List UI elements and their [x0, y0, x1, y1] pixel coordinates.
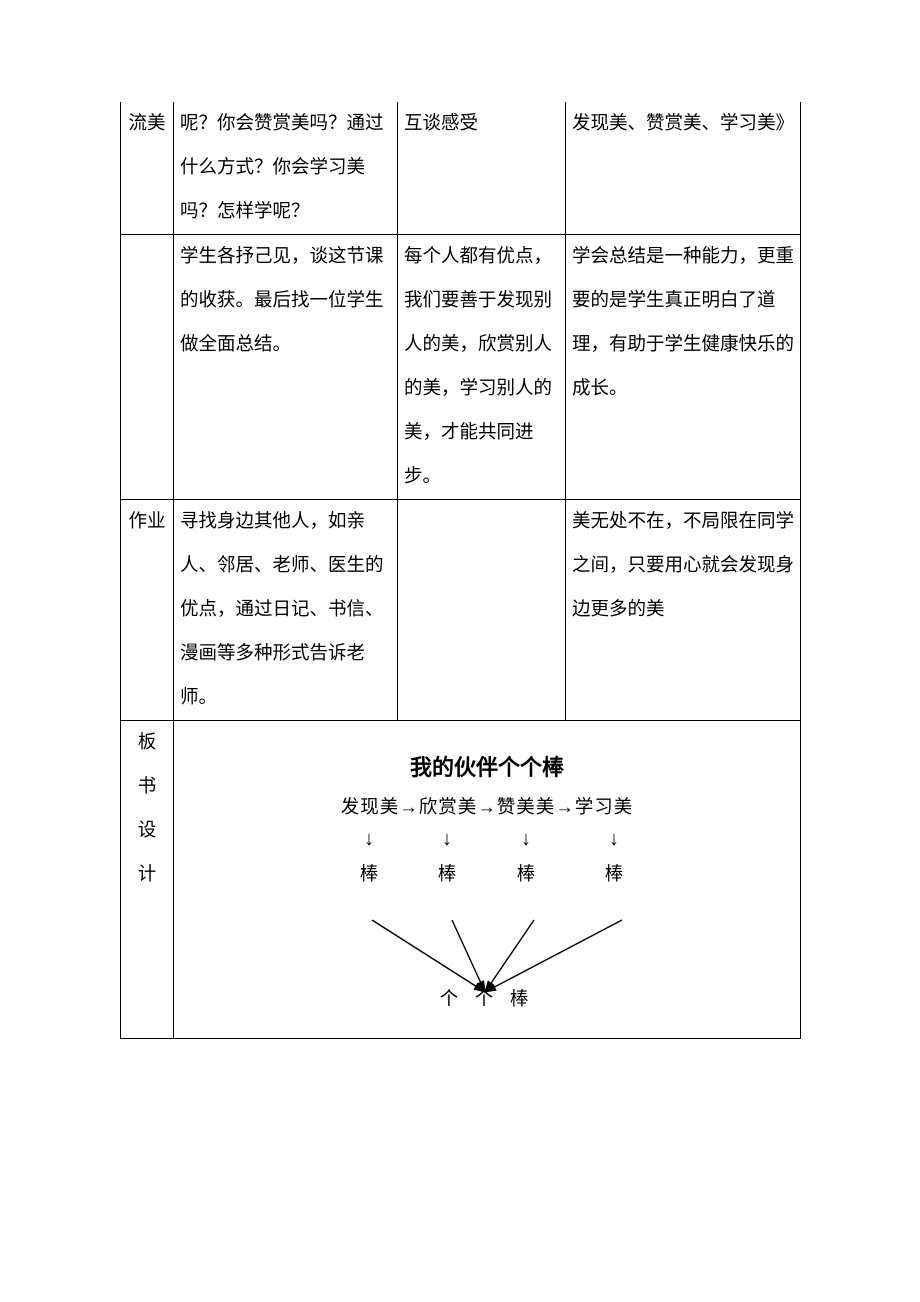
- cell-intent: 发现美、赞赏美、学习美》: [566, 102, 801, 235]
- board-flow: 发现美→欣赏美→赞美美→学习美: [174, 799, 800, 818]
- table-row-board: 板书设计 我的伙伴个个棒 发现美→欣赏美→赞美美→学习美 ↓棒 ↓棒 ↓棒 ↓棒 个 …: [121, 721, 801, 1039]
- cell-activity: 寻找身边其他人，如亲人、邻居、老师、医生的优点，通过日记、书信、漫画等多种形式告…: [174, 500, 398, 721]
- row-label: [121, 235, 174, 500]
- cell-activity: 学生各抒己见，谈这节课的收获。最后找一位学生做全面总结。: [174, 235, 398, 500]
- cell-intent: 美无处不在，不局限在同学之间，只要用心就会发现身边更多的美: [566, 500, 801, 721]
- lesson-plan-table: 流美 呢？你会赞赏美吗？通过什么方式？你会学习美吗？怎样学呢？ 互谈感受 发现美…: [120, 102, 801, 1039]
- table-row: 流美 呢？你会赞赏美吗？通过什么方式？你会学习美吗？怎样学呢？ 互谈感受 发现美…: [121, 102, 801, 235]
- cell-student: 每个人都有优点，我们要善于发现别人的美，欣赏别人的美，学习别人的美，才能共同进步…: [398, 235, 566, 500]
- bang-item: ↓棒: [506, 828, 546, 886]
- cell-activity: 呢？你会赞赏美吗？通过什么方式？你会学习美吗？怎样学呢？: [174, 102, 398, 235]
- converge-diagram: 个 个 棒: [174, 914, 800, 1014]
- table-row: 作业 寻找身边其他人，如亲人、邻居、老师、医生的优点，通过日记、书信、漫画等多种…: [121, 500, 801, 721]
- table-row: 学生各抒己见，谈这节课的收获。最后找一位学生做全面总结。 每个人都有优点，我们要…: [121, 235, 801, 500]
- board-design-cell: 我的伙伴个个棒 发现美→欣赏美→赞美美→学习美 ↓棒 ↓棒 ↓棒 ↓棒 个 个 棒: [174, 721, 801, 1039]
- bang-row: ↓棒 ↓棒 ↓棒 ↓棒: [174, 828, 800, 908]
- board-title: 我的伙伴个个棒: [174, 757, 800, 779]
- row-label: 流美: [121, 102, 174, 235]
- bang-item: ↓棒: [594, 828, 634, 886]
- cell-student: 互谈感受: [398, 102, 566, 235]
- bang-item: ↓棒: [349, 828, 389, 886]
- bang-item: ↓棒: [427, 828, 467, 886]
- cell-intent: 学会总结是一种能力，更重要的是学生真正明白了道理，有助于学生健康快乐的成长。: [566, 235, 801, 500]
- row-label-board: 板书设计: [121, 721, 174, 1039]
- cell-student: [398, 500, 566, 721]
- row-label: 作业: [121, 500, 174, 721]
- final-label: 个 个 棒: [174, 991, 800, 1010]
- document-page: 流美 呢？你会赞赏美吗？通过什么方式？你会学习美吗？怎样学呢？ 互谈感受 发现美…: [120, 102, 800, 1039]
